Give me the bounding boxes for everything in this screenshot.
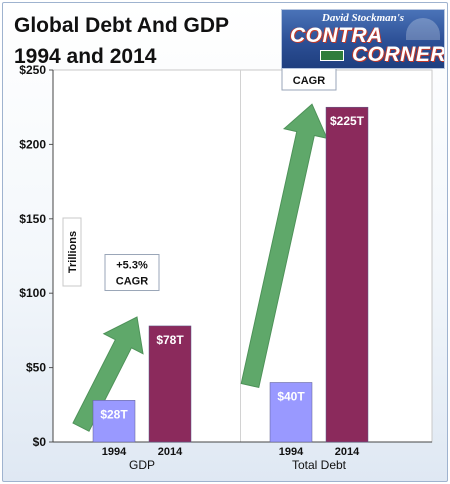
chart-title-line2: 1994 and 2014	[14, 45, 157, 68]
cagr-label: CAGR	[116, 276, 148, 288]
y-tick-label: $250	[19, 63, 46, 77]
contra-corner-logo: David Stockman's CONTRA CORNER	[281, 9, 445, 69]
x-group-label: GDP	[129, 458, 155, 472]
y-tick-label: $0	[33, 435, 47, 449]
x-group-label: Total Debt	[292, 458, 347, 472]
growth-arrow-icon	[72, 316, 144, 432]
y-tick-label: $200	[19, 137, 46, 151]
bar-value-label: $78T	[156, 333, 184, 347]
street-sign-icon	[320, 50, 344, 61]
chart-title-line1: Global Debt And GDP	[14, 14, 230, 37]
y-tick-label: $100	[19, 286, 46, 300]
x-tick-label: 1994	[279, 446, 304, 458]
y-axis-label-box	[62, 217, 82, 287]
cagr-box	[104, 254, 160, 292]
y-tick-label: $150	[19, 212, 46, 226]
x-tick-label: 2014	[335, 446, 360, 458]
bar	[92, 400, 136, 443]
bar-value-label: $40T	[277, 389, 305, 403]
bar	[148, 325, 192, 443]
cagr-rate: +5.3%	[116, 260, 148, 272]
bar	[325, 106, 369, 443]
y-axis-label: Trillions	[67, 231, 79, 273]
chart-title: Global Debt And GDP 1994 and 2014	[14, 10, 229, 72]
cagr-label: CAGR	[293, 75, 325, 87]
bar	[269, 382, 313, 443]
logo-word-corner: CORNER	[352, 43, 445, 66]
logo-word-contra: CONTRA	[290, 24, 383, 47]
x-tick-label: 1994	[102, 446, 127, 458]
capitol-dome-icon	[406, 18, 440, 40]
bar-value-label: $28T	[100, 407, 128, 421]
growth-arrow-icon	[240, 103, 328, 388]
logo-author: David Stockman's	[321, 12, 405, 24]
bar-value-label: $225T	[330, 114, 365, 128]
x-tick-label: 2014	[158, 446, 183, 458]
y-tick-label: $50	[26, 361, 46, 375]
